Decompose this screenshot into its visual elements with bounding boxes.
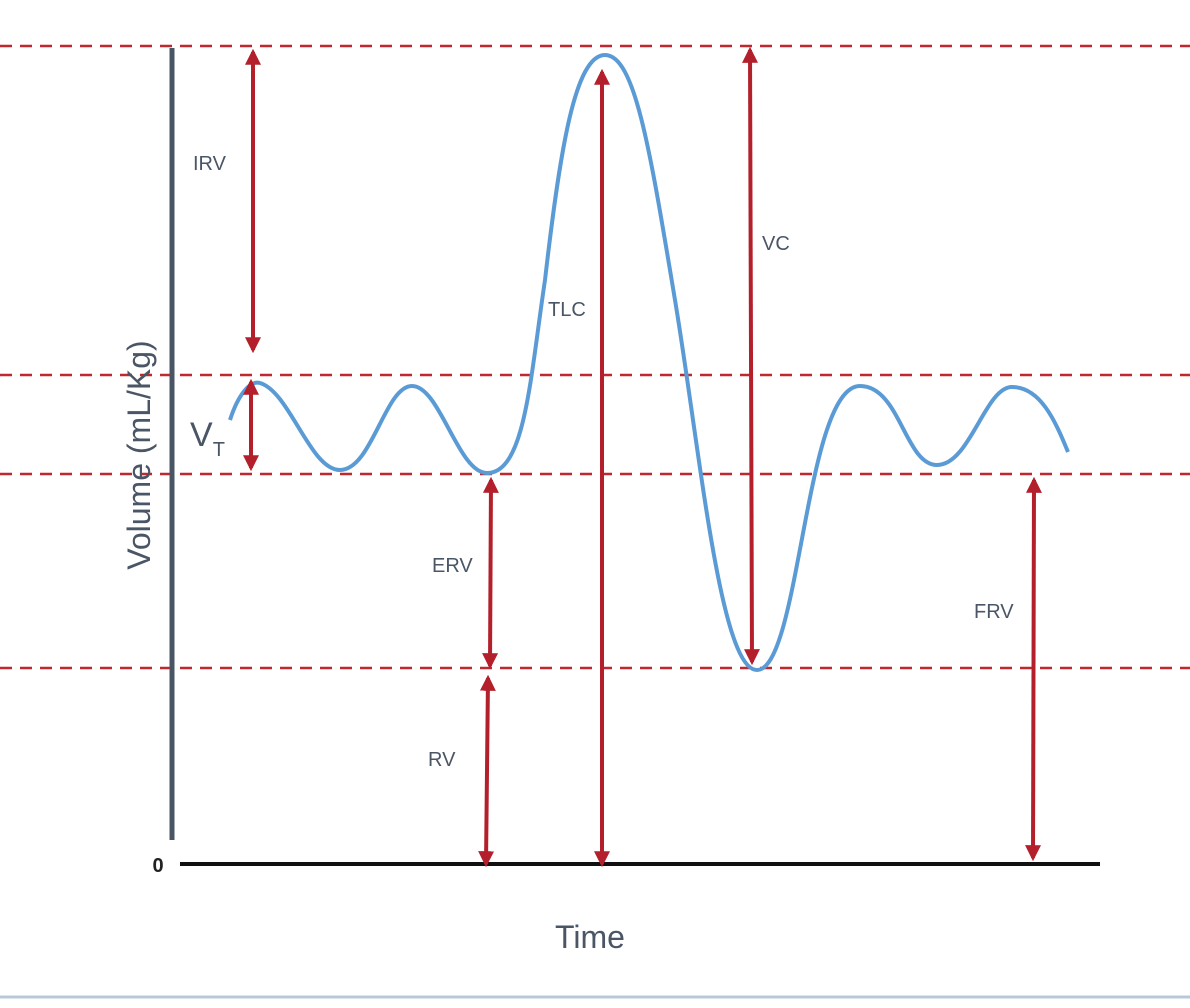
frv-arrow: [1025, 476, 1042, 862]
vt-label: VT: [190, 416, 225, 461]
rv-label: RV: [428, 749, 456, 771]
reference-lines: [0, 44, 1190, 670]
tlc-label: TLC: [548, 299, 586, 321]
y-axis-label: Volume (mL/Kg): [121, 340, 157, 569]
vc-label: VC: [762, 233, 790, 255]
irv-label: IRV: [193, 153, 227, 175]
erv-label: ERV: [432, 555, 473, 577]
origin-label: 0: [152, 855, 163, 877]
rv-arrow: [478, 674, 496, 868]
vt-sub: T: [213, 439, 225, 461]
erv-arrow: [482, 476, 499, 670]
x-axis-label: Time: [555, 919, 625, 955]
vt-main: V: [190, 416, 213, 454]
vc-arrow: [742, 46, 760, 666]
arrows: [243, 46, 1042, 868]
frv-label: FRV: [974, 601, 1014, 623]
volume-curve: [228, 52, 1070, 673]
